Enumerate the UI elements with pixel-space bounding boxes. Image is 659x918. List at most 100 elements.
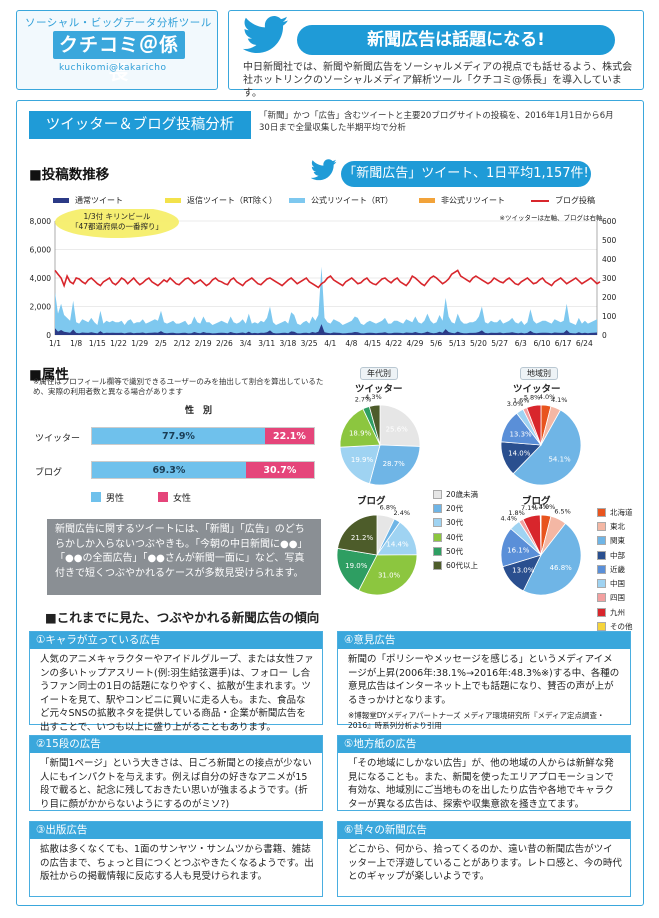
post-volume-chart: 0 2,000 4,000 6,000 8,000 0 100 200 300 400 500 60… xyxy=(30,209,617,348)
blog-post-line xyxy=(54,269,601,289)
logo-english: kuchikomi@kakaricho xyxy=(59,63,167,73)
legend-label: 中国 xyxy=(610,579,625,589)
legend-item: 東北 xyxy=(597,519,633,533)
region-legend: 北海道 東北 関東 中部 近畿 中国 四国 九州 その他 xyxy=(597,505,633,634)
male-segment: 69.3% xyxy=(92,462,246,478)
left-tick-label: 8,000 xyxy=(30,217,52,226)
legend-swatch xyxy=(419,198,435,203)
age-pie-twitter: 25.6% 28.7% 19.9% 18.9% 2.7%4.3% xyxy=(339,393,421,486)
x-tick-label: 3/11 xyxy=(258,339,275,348)
axis-note: ※ツイッターは左軸、ブログは右軸 xyxy=(500,213,603,222)
pie-label: 4.4% xyxy=(501,515,518,523)
x-tick-label: 3/25 xyxy=(301,339,318,348)
trend-heading: ①キャラが立っている広告 xyxy=(30,632,322,649)
legend-swatch xyxy=(91,492,101,502)
volume-title: ■投稿数推移 xyxy=(29,167,110,183)
legend-swatch xyxy=(53,198,69,203)
legend-item: その他 xyxy=(597,619,633,633)
region-pie-blog: 4.0%6.5% 46.8% 13.0% 16.1% 4.4%1.8%7.1%0.3% xyxy=(501,503,582,596)
pie-label: 14.0% xyxy=(508,450,531,458)
pie-label: 3.0% xyxy=(507,400,524,408)
pie-label: 1.6% xyxy=(513,397,530,405)
age-title: 年代別 xyxy=(360,367,398,380)
legend-label: 公式リツイート（RT） xyxy=(311,196,393,205)
legend-blog: ブログ投稿 xyxy=(531,195,595,206)
legend-label: 関東 xyxy=(610,536,625,546)
age-blog-label: ブログ xyxy=(357,496,386,507)
female-segment: 30.7% xyxy=(245,462,314,478)
x-tick-label: 3/18 xyxy=(279,339,296,348)
tool-subtitle: ソーシャル・ビッグデータ分析ツール xyxy=(25,17,212,29)
trend-body: 拡散は多くなくても、1面のサンヤツ・サンムツから書籍、雑誌の広告まで、ちょっと目… xyxy=(40,844,314,882)
pie-label: 25.6% xyxy=(386,425,409,433)
trend-heading: ④意見広告 xyxy=(338,632,630,649)
legend-swatch xyxy=(165,198,181,203)
legend-swatch xyxy=(433,489,442,499)
pie-label: 1.8% xyxy=(508,509,525,517)
legend-label: 近畿 xyxy=(610,564,625,574)
legend-label: 四国 xyxy=(610,593,625,603)
pie-slice xyxy=(526,404,542,446)
right-tick-label: 400 xyxy=(602,255,617,264)
legend-item: 20代 xyxy=(433,501,478,515)
trend-box-4: ④意見広告 新聞の「ポリシーやメッセージを感じる」というメディアイメージが上昇(… xyxy=(337,631,631,730)
age-legend: 20歳未満 20代 30代 40代 50代 60代以上 xyxy=(433,487,478,573)
legend-swatch xyxy=(597,579,606,589)
pie-label: 28.7% xyxy=(383,460,406,468)
legend-item: 50代 xyxy=(433,544,478,558)
pie-label: 2.4% xyxy=(394,509,411,517)
gender-title: 性 別 xyxy=(185,406,213,416)
legend-label: 20歳未満 xyxy=(446,489,479,499)
legend-label: 20代 xyxy=(446,503,464,513)
pie-label: 16.1% xyxy=(507,547,530,555)
annotation-bubble: 1/3付 キリンビール 「47都道府県の一番搾り」 xyxy=(55,209,179,238)
legend-swatch xyxy=(597,607,606,617)
intro-text: 中日新聞社では、新聞や新聞広告をソーシャルメディアの視点でも話せるよう、株式会社… xyxy=(243,62,633,99)
pie-slice xyxy=(368,404,381,446)
pie-slice xyxy=(512,409,582,486)
annotation-title: 「47都道府県の一番搾り」 xyxy=(71,221,163,231)
logo: クチコミ＠係長 xyxy=(53,31,185,84)
legend-label: 40代 xyxy=(446,532,464,542)
header-panel: 新聞広告は話題になる! 中日新聞社では、新聞や新聞広告をソーシャルメディアの視点… xyxy=(228,10,644,99)
pie-label: 54.1% xyxy=(548,455,571,463)
legend-official-rt: 公式リツイート（RT） xyxy=(289,195,393,206)
annotation-date: 1/3付 キリンビール xyxy=(84,211,151,221)
legend-label: 50代 xyxy=(446,546,464,556)
trend-heading: ⑤地方紙の広告 xyxy=(338,736,630,753)
legend-swatch xyxy=(433,503,442,513)
legend-label: 九州 xyxy=(610,607,625,617)
trend-box-5: ⑤地方紙の広告 「その地域にしかない広告」が、他の地域の人からは新鮮な発見になる… xyxy=(337,735,631,811)
pie-label: 7.1% xyxy=(521,504,538,512)
trend-box-6: ⑥昔々の新聞広告 どこから、何から、拾ってくるのか、遠い昔の新聞広告がツイッター… xyxy=(337,821,631,897)
legend-swatch xyxy=(597,536,606,546)
x-tick-label: 4/8 xyxy=(345,339,357,348)
legend-swatch xyxy=(433,546,442,556)
x-tick-label: 1/15 xyxy=(89,339,106,348)
twitter-bird-icon xyxy=(311,159,337,181)
pie-label: 5.8% xyxy=(524,393,541,401)
quote-box: 新聞広告に関するツイートには、「新聞」「広告」のどちらかしか入らないつぶやきも。… xyxy=(47,519,321,595)
right-tick-label: 600 xyxy=(602,217,617,226)
pie-slice xyxy=(339,408,381,448)
right-tick-label: 500 xyxy=(602,236,617,245)
legend-item: 近畿 xyxy=(597,562,633,576)
pie-label: 18.9% xyxy=(349,430,372,438)
gender-legend: 男性 女性 xyxy=(91,491,191,504)
left-tick-label: 4,000 xyxy=(30,274,52,283)
chart-gridlines xyxy=(54,220,598,336)
x-tick-label: 1/8 xyxy=(70,339,82,348)
pie-label: 4.1% xyxy=(551,396,568,404)
left-tick-label: 6,000 xyxy=(30,246,52,255)
x-tick-label: 6/3 xyxy=(515,339,527,348)
official-rt-area xyxy=(55,266,597,335)
x-tick-label: 1/1 xyxy=(49,339,61,348)
legend-item: 四国 xyxy=(597,591,633,605)
age-pie-blog: 6.8%2.4% 14.4% 31.0% 19.0% 21.2% xyxy=(336,504,418,596)
pie-slice xyxy=(368,444,421,486)
daily-average-callout: 「新聞広告」ツイート、1日平均1,157件! xyxy=(341,161,591,187)
legend-item: 関東 xyxy=(597,534,633,548)
legend-label: 30代 xyxy=(446,518,464,528)
tool-logo-panel: ソーシャル・ビッグデータ分析ツール クチコミ＠係長 kuchikomi@kaka… xyxy=(16,10,218,90)
pie-label: 0.3% xyxy=(532,503,549,511)
